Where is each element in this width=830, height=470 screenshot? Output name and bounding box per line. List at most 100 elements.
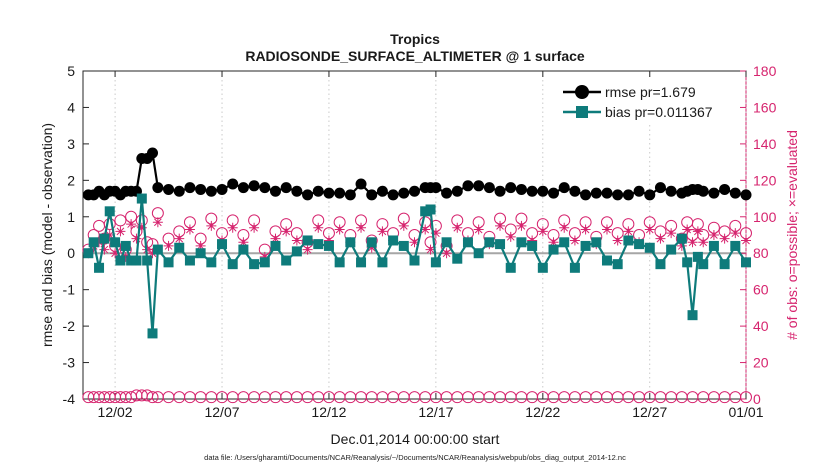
bias-point-16 [184, 255, 195, 266]
obs-evaluated-point-60 [644, 224, 655, 235]
obs-possible-point-2-4 [103, 218, 116, 231]
rmse-point-56 [601, 187, 613, 199]
obs-evaluated-point-23 [259, 251, 270, 262]
bias-point-5 [110, 237, 121, 248]
bias-point-31 [345, 237, 356, 248]
bias-point-3 [99, 233, 110, 244]
obs-evaluated-point-7 [120, 251, 131, 262]
obs-evaluated-point-26 [291, 235, 302, 246]
y-right-tick-label-5: 100 [753, 209, 777, 225]
obs-evaluated-point-41 [441, 248, 452, 259]
rmse-point-17 [195, 183, 207, 195]
obs-evaluated-point-21 [238, 237, 249, 248]
bias-point-0 [83, 248, 94, 259]
obs-evaluated-point-16 [184, 224, 195, 235]
rmse-point-26 [291, 185, 303, 197]
bias-point-40 [430, 257, 441, 268]
obs-evaluated-point-46 [495, 220, 506, 231]
bias-point-13 [152, 244, 163, 255]
rmse-point-46 [494, 185, 506, 197]
rmse-point-28 [312, 185, 324, 197]
rmse-point-47 [505, 182, 517, 194]
bias-point-54 [580, 240, 591, 251]
rmse-point-41 [441, 187, 453, 199]
bias-point-24 [270, 240, 281, 251]
obs-evaluated-point-29 [323, 235, 334, 246]
obs-evaluated-point-57 [612, 235, 623, 246]
obs-evaluated-point-36 [398, 220, 409, 231]
y-tick-label-3: -1 [63, 282, 76, 298]
legend-rmse-label: rmse pr=1.679 [605, 84, 696, 100]
bias-point-12 [147, 328, 158, 339]
rmse-point-44 [473, 180, 485, 192]
x-axis-label: Dec.01,2014 00:00:00 start [331, 431, 500, 447]
bias-point-49 [527, 240, 538, 251]
obs-evaluated-point-49 [527, 235, 538, 246]
series-0 [82, 147, 752, 201]
x-tick-label-2: 12/12 [311, 404, 346, 420]
bias-point-10 [136, 193, 147, 204]
y-right-tick-label-4: 80 [753, 245, 769, 261]
x-tick-label-3: 12/17 [418, 404, 453, 420]
obs-possible-point-4-68 [740, 391, 752, 404]
rmse-point-51 [548, 187, 560, 199]
bias-point-11 [142, 255, 153, 266]
rmse-point-50 [537, 185, 549, 197]
bias-point-63 [676, 233, 687, 244]
left-axis-ticks: -4 -3 -2 -1 0 1 2 3 4 5 [63, 63, 89, 407]
obs-evaluated-point-27 [302, 244, 313, 255]
obs-evaluated-point-54 [580, 224, 591, 235]
obs-evaluated-point-66 [692, 226, 703, 237]
obs-evaluated-point-64 [682, 224, 693, 235]
rmse-point-43 [462, 180, 474, 192]
rmse-point-30 [334, 187, 346, 199]
rmse-point-32 [355, 178, 367, 190]
y-right-tick-label-6: 120 [753, 172, 777, 188]
bias-point-29 [323, 240, 334, 251]
rmse-point-15 [173, 185, 185, 197]
obs-evaluated-point-47 [505, 231, 516, 242]
legend-bias-marker [576, 106, 588, 118]
obs-possible-point-4-12 [146, 391, 159, 404]
obs-evaluated-point-37 [409, 237, 420, 248]
bias-point-57 [612, 259, 623, 270]
obs-evaluated-point-8 [126, 219, 137, 230]
bias-point-69 [719, 259, 730, 270]
bias-point-34 [377, 257, 388, 268]
chart-subtitle: RADIOSONDE_SURFACE_ALTIMETER @ 1 surface [245, 48, 585, 64]
rmse-point-59 [633, 185, 645, 197]
y-tick-label-2: -2 [63, 318, 76, 334]
series-layer [82, 147, 752, 404]
x-axis-ticks: 12/02 12/07 12/12 12/17 12/22 12/27 01/01 [98, 71, 764, 420]
obs-evaluated-point-38 [420, 224, 431, 235]
y-tick-label-7: 3 [67, 136, 75, 152]
rmse-point-12 [147, 147, 159, 159]
obs-evaluated-point-50 [537, 226, 548, 237]
obs-evaluated-point-24 [270, 233, 281, 244]
bias-point-32 [356, 257, 367, 268]
obs-evaluated-point-17 [195, 240, 206, 251]
bias-point-52 [559, 237, 570, 248]
rmse-point-25 [280, 182, 292, 194]
bias-point-70 [730, 240, 741, 251]
obs-evaluated-point-53 [569, 235, 580, 246]
rmse-point-61 [654, 182, 666, 194]
y-tick-label-4: 0 [67, 245, 75, 261]
bias-point-20 [227, 259, 238, 270]
bias-point-67 [698, 259, 709, 270]
bias-point-44 [473, 248, 484, 259]
x-tick-label-0: 12/02 [98, 404, 133, 420]
y-tick-label-1: -3 [63, 355, 76, 371]
data-file-footnote: data file: /Users/gharamti/Documents/NCA… [204, 453, 626, 462]
y-right-tick-label-9: 180 [753, 63, 777, 79]
grid-lines [114, 71, 747, 399]
rmse-point-20 [227, 178, 239, 190]
right-axis-ticks: 0 20 40 60 80 100 120 140 160 180 [740, 63, 777, 407]
rmse-point-45 [483, 182, 495, 194]
y-right-tick-label-7: 140 [753, 136, 777, 152]
chart-title: Tropics [390, 31, 440, 47]
obs-evaluated-point-44 [473, 224, 484, 235]
x-tick-label-4: 12/22 [525, 404, 560, 420]
obs-evaluated-point-20 [227, 222, 238, 233]
